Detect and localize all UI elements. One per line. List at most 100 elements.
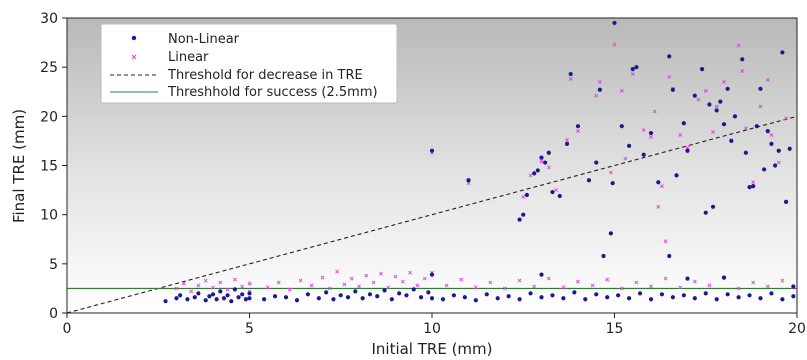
non-linear-point [564, 141, 570, 146]
non-linear-point [721, 122, 727, 127]
non-linear-point [743, 150, 749, 155]
non-linear-point [240, 292, 245, 297]
decrease-threshold-line [67, 115, 797, 313]
non-linear-point [353, 289, 358, 294]
non-linear-point [440, 297, 446, 302]
y-tick-label: 0 [49, 306, 58, 322]
linear-point [711, 130, 715, 134]
linear-point [532, 284, 537, 289]
linear-point [488, 280, 493, 285]
linear-point [576, 279, 580, 284]
non-linear-point [546, 150, 551, 155]
non-linear-point [262, 297, 267, 302]
linear-point [641, 128, 646, 133]
x-axis-label: Initial TRE (mm) [371, 340, 492, 358]
non-linear-point [382, 288, 387, 293]
non-linear-point [528, 291, 533, 296]
non-linear-point [568, 71, 573, 77]
linear-point [678, 285, 683, 290]
non-linear-point [178, 293, 183, 298]
linear-point [422, 276, 427, 281]
non-linear-point [210, 292, 216, 297]
linear-point [649, 135, 653, 139]
non-linear-point [692, 296, 697, 301]
non-linear-point [338, 293, 343, 298]
linear-point [656, 204, 661, 209]
linear-point [758, 104, 763, 109]
non-linear-point [714, 108, 719, 113]
non-linear-point [692, 93, 697, 98]
non-linear-point [397, 291, 402, 296]
linear-point [714, 104, 719, 109]
linear-point [590, 283, 595, 288]
non-linear-point [345, 295, 351, 300]
non-linear-point [718, 99, 723, 104]
linear-point [751, 280, 756, 285]
non-linear-point [316, 296, 321, 301]
non-linear-point [685, 148, 690, 153]
non-linear-point [648, 130, 654, 136]
non-linear-point [648, 297, 654, 302]
linear-point [203, 278, 208, 283]
non-linear-point [627, 296, 632, 301]
linear-point [740, 69, 745, 74]
linear-point [594, 93, 599, 98]
non-linear-point [634, 65, 639, 70]
x-tick-label: 20 [788, 321, 806, 337]
linear-point [612, 42, 617, 47]
linear-point [623, 156, 628, 161]
linear-point [546, 276, 551, 281]
linear-point [696, 97, 701, 102]
linear-point [309, 283, 314, 288]
linear-point [327, 286, 332, 291]
non-linear-point [597, 87, 603, 92]
non-linear-point [780, 297, 785, 302]
non-linear-point [163, 299, 168, 304]
linear-point [722, 79, 726, 84]
non-linear-point [521, 212, 526, 217]
linear-point [619, 286, 624, 291]
non-linear-point [610, 181, 615, 186]
non-linear-point [707, 102, 712, 107]
legend-label-success-threshold: Threshhold for success (2.5mm) [167, 85, 378, 100]
x-axis: 0 5 10 15 20 [63, 313, 806, 337]
linear-point [649, 284, 653, 289]
non-linear-point [451, 293, 456, 298]
linear-point [780, 278, 785, 283]
linear-point [743, 126, 748, 131]
non-linear-point [389, 297, 394, 302]
non-linear-point [539, 295, 544, 300]
non-linear-point [725, 292, 730, 297]
non-linear-point [473, 298, 478, 303]
linear-point [703, 88, 708, 93]
linear-point [597, 79, 602, 84]
non-linear-point [232, 287, 237, 292]
y-tick-label: 10 [40, 208, 58, 224]
y-axis: 0 5 10 15 20 25 30 [40, 11, 67, 322]
non-linear-point [721, 275, 727, 280]
linear-point [218, 280, 223, 285]
linear-point [521, 195, 526, 199]
legend-box [100, 23, 398, 104]
non-linear-point [601, 253, 606, 259]
non-linear-point [583, 297, 588, 302]
non-linear-point [524, 192, 530, 198]
linear-point [225, 287, 230, 292]
non-linear-point [670, 295, 676, 300]
non-linear-point [550, 189, 555, 195]
non-linear-point [765, 128, 770, 134]
legend-label-non-linear: Non-Linear [168, 32, 240, 47]
non-linear-point [539, 155, 544, 160]
non-linear-point [418, 295, 424, 300]
linear-point [751, 180, 756, 185]
linear-point [605, 277, 610, 282]
non-linear-point [517, 217, 522, 222]
linear-point [692, 279, 697, 284]
non-linear-point [305, 292, 310, 297]
non-linear-point [776, 148, 781, 153]
linear-point [554, 188, 559, 193]
non-linear-point [616, 293, 621, 298]
non-linear-point [729, 138, 734, 144]
non-linear-point [495, 296, 500, 301]
non-linear-point [612, 20, 617, 26]
